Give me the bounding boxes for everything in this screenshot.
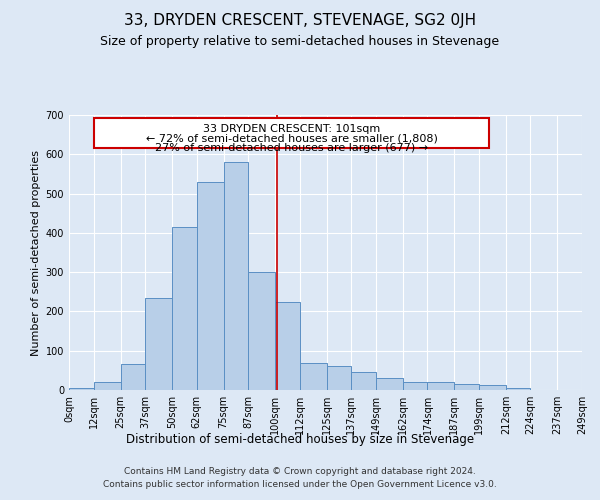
Bar — [275, 302, 300, 390]
Bar — [351, 372, 376, 390]
Bar — [121, 364, 145, 390]
Bar — [94, 382, 121, 390]
Text: 27% of semi-detached houses are larger (677) →: 27% of semi-detached houses are larger (… — [155, 144, 428, 154]
Bar — [376, 378, 403, 390]
Text: Contains public sector information licensed under the Open Government Licence v3: Contains public sector information licen… — [103, 480, 497, 489]
Text: ← 72% of semi-detached houses are smaller (1,808): ← 72% of semi-detached houses are smalle… — [146, 134, 437, 143]
Bar — [403, 382, 427, 390]
Text: 33, DRYDEN CRESCENT, STEVENAGE, SG2 0JH: 33, DRYDEN CRESCENT, STEVENAGE, SG2 0JH — [124, 12, 476, 28]
Bar — [248, 272, 275, 390]
Text: Distribution of semi-detached houses by size in Stevenage: Distribution of semi-detached houses by … — [126, 432, 474, 446]
FancyBboxPatch shape — [94, 118, 489, 148]
Text: 33 DRYDEN CRESCENT: 101sqm: 33 DRYDEN CRESCENT: 101sqm — [203, 124, 380, 134]
Bar — [69, 388, 94, 390]
Text: Contains HM Land Registry data © Crown copyright and database right 2024.: Contains HM Land Registry data © Crown c… — [124, 468, 476, 476]
Bar — [300, 362, 326, 390]
Bar — [479, 386, 506, 390]
Bar — [427, 382, 454, 390]
Bar — [172, 227, 197, 390]
Bar — [197, 182, 224, 390]
Bar — [326, 366, 351, 390]
Bar — [145, 298, 172, 390]
Bar — [224, 162, 248, 390]
Bar — [454, 384, 479, 390]
Text: Size of property relative to semi-detached houses in Stevenage: Size of property relative to semi-detach… — [100, 35, 500, 48]
Y-axis label: Number of semi-detached properties: Number of semi-detached properties — [31, 150, 41, 356]
Bar — [506, 388, 530, 390]
